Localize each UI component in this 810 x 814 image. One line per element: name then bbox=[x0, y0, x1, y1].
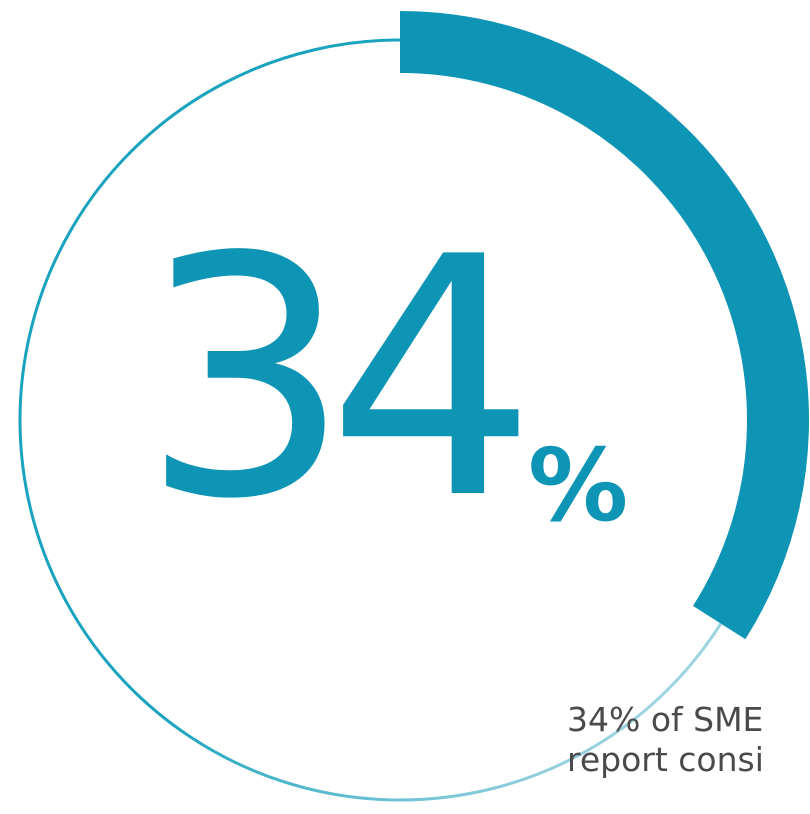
caption-line-1: 34% of SME bbox=[567, 700, 764, 739]
center-percent-sign: % bbox=[528, 427, 629, 544]
caption-line-2: report consi bbox=[567, 740, 764, 779]
center-number: 34 bbox=[141, 187, 537, 571]
remainder-ring bbox=[18, 38, 723, 802]
value-arc bbox=[399, 11, 809, 640]
caption: 34% of SME report consi bbox=[567, 700, 764, 780]
